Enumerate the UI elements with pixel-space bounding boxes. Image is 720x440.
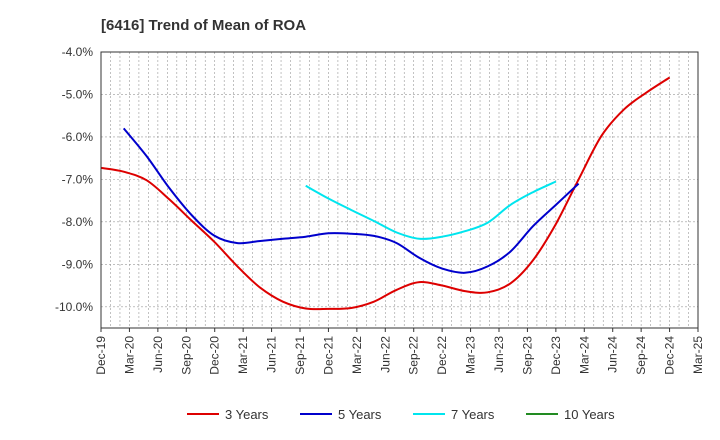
legend-label: 5 Years	[338, 407, 382, 422]
x-tick-label: Dec-21	[321, 336, 335, 375]
x-tick-label: Dec-24	[663, 336, 677, 375]
x-tick-label: Jun-24	[606, 336, 620, 373]
y-tick-label: -6.0%	[62, 130, 94, 144]
x-tick-label: Dec-20	[208, 336, 222, 375]
x-tick-label: Mar-24	[577, 336, 591, 374]
x-tick-label: Jun-21	[265, 336, 279, 373]
x-tick-label: Dec-23	[549, 336, 563, 375]
x-tick-label: Sep-23	[520, 336, 534, 375]
y-tick-label: -8.0%	[62, 215, 94, 229]
x-tick-label: Dec-19	[94, 336, 108, 375]
series-line-3-years	[100, 76, 671, 311]
x-tick-label: Mar-22	[350, 336, 364, 374]
x-tick-label: Sep-21	[293, 336, 307, 375]
legend: 3 Years 5 Years 7 Years 10 Years	[187, 407, 615, 422]
legend-label: 3 Years	[225, 407, 269, 422]
x-tick-label: Jun-23	[492, 336, 506, 373]
x-tick-label: Mar-25	[691, 336, 705, 374]
y-tick-label: -5.0%	[62, 87, 94, 101]
y-tick-label: -4.0%	[62, 45, 94, 59]
x-tick-label: Mar-23	[464, 336, 478, 374]
series-line-5-years	[122, 127, 580, 274]
x-tick-label: Mar-20	[122, 336, 136, 374]
y-tick-label: -9.0%	[62, 257, 94, 271]
x-axis-ticks: Dec-19 Mar-20 Jun-20 Sep-20 Dec-20 Mar-21 Jun-…	[94, 328, 705, 375]
x-tick-label: Dec-22	[435, 336, 449, 375]
x-tick-label: Mar-21	[236, 336, 250, 374]
y-tick-label: -10.0%	[55, 300, 93, 314]
legend-label: 7 Years	[451, 407, 495, 422]
series-lines	[100, 76, 671, 311]
x-tick-label: Sep-24	[634, 336, 648, 375]
y-axis-ticks: -4.0% -5.0% -6.0% -7.0% -8.0% -9.0% -10.0%	[55, 45, 93, 314]
grid-lines	[101, 51, 698, 328]
y-tick-label: -7.0%	[62, 172, 94, 186]
series-line-7-years	[305, 180, 557, 240]
legend-label: 10 Years	[564, 407, 615, 422]
x-tick-label: Jun-22	[378, 336, 392, 373]
x-tick-label: Sep-20	[179, 336, 193, 375]
plot-area-border	[100, 51, 699, 329]
x-tick-label: Sep-22	[407, 336, 421, 375]
x-tick-label: Jun-20	[151, 336, 165, 373]
chart-title: [6416] Trend of Mean of ROA	[101, 17, 306, 34]
